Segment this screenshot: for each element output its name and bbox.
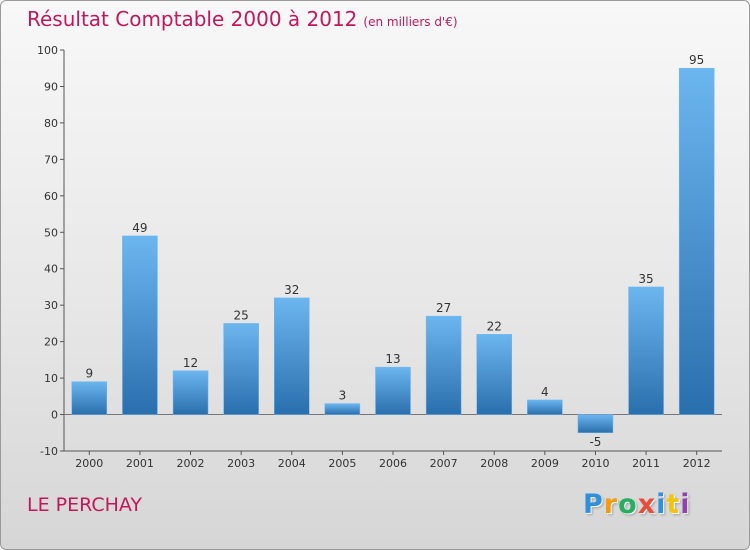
x-tick-label: 2009 [531,457,559,470]
data-label: 49 [132,221,147,235]
logo-letter: o [618,489,638,520]
data-label: 32 [284,283,299,297]
logo-letter: x [637,489,657,520]
data-label: 12 [183,356,198,370]
y-tick-label: 70 [44,153,58,166]
y-tick-label: 10 [44,372,58,385]
data-label: 95 [689,53,704,67]
chart-subtitle: (en milliers d'€) [363,15,458,29]
y-tick-label: 0 [51,409,58,422]
bar [577,414,614,434]
y-tick-label: 90 [44,80,58,93]
x-tick-label: 2003 [227,457,255,470]
bar [223,323,259,415]
bar [324,403,361,415]
x-tick-label: 2007 [430,457,458,470]
y-tick-label: 20 [44,336,58,349]
bar [375,366,411,415]
data-label: 27 [436,301,451,315]
chart-title: Résultat Comptable 2000 à 2012 (en millie… [27,7,458,31]
bar [476,334,512,415]
data-label: -5 [589,435,601,449]
bar [628,286,664,415]
data-label: 35 [638,272,653,286]
bar [71,381,108,415]
place-name: LE PERCHAY [27,494,143,516]
data-label: 4 [541,385,549,399]
data-label: 22 [487,319,502,333]
x-tick-label: 2008 [480,457,508,470]
x-tick-label: 2012 [683,457,711,470]
y-tick-label: 50 [44,226,58,239]
data-label: 13 [385,352,400,366]
x-tick-label: 2000 [75,457,103,470]
x-tick-label: 2006 [379,457,407,470]
data-label: 25 [234,308,249,322]
x-tick-label: 2011 [632,457,660,470]
x-tick-label: 2002 [177,457,205,470]
x-tick-label: 2004 [278,457,306,470]
logo-letter: t [666,489,681,520]
data-label: 9 [85,367,93,381]
proxiti-logo: Proxiti [583,489,691,520]
bar [122,235,158,415]
logo-letter: P [583,489,604,520]
y-tick-label: 40 [44,263,58,276]
y-tick-label: -10 [40,445,58,458]
y-tick-label: 100 [37,44,58,57]
chart-title-text: Résultat Comptable 2000 à 2012 [27,7,358,31]
x-tick-label: 2010 [581,457,609,470]
logo-letter: r [603,489,619,520]
x-tick-label: 2005 [328,457,356,470]
bar [527,399,563,415]
bar [678,67,715,415]
y-tick-label: 30 [44,299,58,312]
logo-letter: i [656,489,667,520]
logo-letter: i [680,489,691,520]
y-tick-label: 60 [44,190,58,203]
bar [425,315,462,415]
x-tick-label: 2001 [126,457,154,470]
bar [172,370,209,415]
y-tick-label: 80 [44,117,58,130]
data-label: 3 [339,389,347,403]
bar [274,297,310,415]
